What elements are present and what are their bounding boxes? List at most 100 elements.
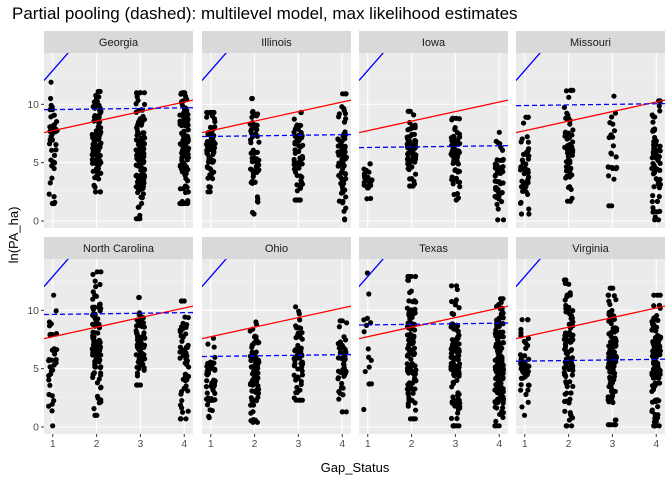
data-point — [405, 370, 412, 376]
data-point — [525, 176, 531, 182]
data-point — [518, 165, 524, 171]
data-point — [496, 129, 502, 135]
data-point — [135, 204, 141, 210]
data-point — [455, 353, 462, 359]
data-point — [456, 373, 462, 379]
data-point — [52, 351, 58, 357]
facet-label-iowa: Iowa — [422, 37, 446, 49]
data-point — [367, 320, 374, 326]
data-point — [256, 162, 262, 168]
partial-pooling-line — [202, 133, 351, 138]
data-point — [141, 176, 147, 182]
data-point — [570, 319, 576, 325]
data-point — [653, 418, 659, 425]
data-point — [365, 346, 371, 352]
data-point — [606, 350, 613, 356]
data-point — [611, 176, 617, 182]
data-point — [90, 304, 96, 310]
data-point — [450, 181, 456, 187]
data-point — [657, 148, 663, 154]
data-point — [494, 405, 500, 411]
data-point — [649, 388, 655, 395]
data-point — [337, 339, 343, 345]
data-point — [206, 147, 212, 153]
data-point — [297, 317, 303, 323]
data-point — [90, 296, 96, 302]
data-point — [335, 376, 341, 382]
data-point — [253, 168, 259, 174]
data-point — [300, 142, 306, 148]
data-point — [342, 337, 349, 343]
facet-label-georgia: Georgia — [99, 37, 139, 49]
data-point — [453, 283, 460, 289]
data-point — [455, 195, 462, 201]
data-point — [209, 113, 216, 119]
data-point — [449, 142, 455, 148]
data-point — [139, 200, 145, 207]
data-point — [96, 135, 102, 141]
data-point — [568, 87, 574, 93]
data-point — [46, 323, 53, 329]
data-point — [456, 368, 462, 374]
data-point — [254, 194, 261, 200]
data-point — [456, 168, 463, 175]
data-point — [408, 356, 414, 362]
data-point — [451, 134, 457, 140]
panel-background-virginia — [516, 259, 665, 434]
facet-strip-iowa — [359, 31, 508, 53]
data-point — [655, 404, 661, 410]
data-point — [570, 383, 576, 390]
data-point — [46, 403, 52, 409]
data-point — [296, 325, 302, 331]
data-point — [562, 133, 568, 139]
facet-strip-ohio — [202, 237, 351, 259]
data-point — [97, 153, 103, 159]
data-point — [405, 400, 411, 407]
data-point — [179, 397, 185, 404]
data-point — [294, 389, 300, 396]
data-point — [181, 106, 188, 112]
y-tick-label: 10 — [27, 99, 39, 111]
data-point — [335, 355, 342, 361]
data-point — [525, 156, 531, 162]
data-point — [493, 423, 500, 429]
data-point — [205, 159, 212, 165]
data-point — [205, 131, 211, 138]
data-point — [500, 339, 506, 346]
data-point — [209, 176, 216, 182]
data-point — [133, 216, 139, 222]
data-point — [363, 322, 370, 329]
panel-marks-virginia — [516, 259, 665, 429]
data-point — [185, 155, 191, 161]
data-point — [455, 140, 461, 147]
facet-strip-texas — [359, 237, 508, 259]
chart-title: Partial pooling (dashed): multilevel mod… — [12, 4, 518, 23]
data-point — [563, 373, 569, 379]
data-point — [525, 114, 531, 121]
data-point — [407, 126, 413, 132]
red-fit-line — [359, 305, 508, 340]
data-point — [569, 423, 575, 429]
data-point — [653, 142, 659, 148]
data-point — [336, 160, 342, 166]
data-point — [567, 379, 573, 385]
data-point — [650, 192, 656, 199]
data-point — [361, 406, 367, 413]
data-point — [404, 305, 410, 311]
data-point — [566, 311, 573, 317]
panel-background-ohio — [202, 259, 351, 434]
data-point — [342, 187, 348, 193]
data-point — [496, 363, 502, 369]
panel-marks-texas — [359, 259, 508, 429]
data-point — [248, 395, 254, 401]
x-tick-label: 1 — [522, 438, 528, 450]
data-point — [496, 379, 503, 385]
data-point — [204, 378, 210, 384]
data-point — [336, 111, 342, 117]
x-tick-label: 1 — [50, 438, 56, 450]
data-point — [565, 143, 571, 149]
data-point — [185, 166, 191, 173]
facet-label-ohio: Ohio — [265, 243, 288, 255]
partial-pooling-line — [202, 353, 351, 358]
data-point — [250, 382, 256, 388]
